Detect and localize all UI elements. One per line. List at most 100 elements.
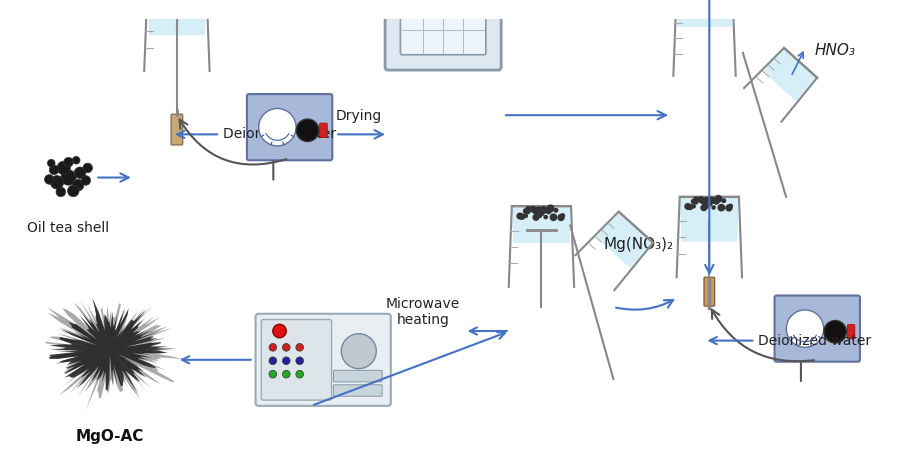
Circle shape: [708, 197, 715, 204]
Circle shape: [179, 0, 183, 3]
Circle shape: [704, 6, 706, 9]
Circle shape: [155, 0, 160, 3]
Circle shape: [558, 215, 564, 220]
Circle shape: [283, 370, 290, 378]
Circle shape: [701, 205, 706, 210]
Circle shape: [193, 0, 199, 5]
Circle shape: [269, 370, 276, 378]
Circle shape: [718, 204, 725, 211]
Polygon shape: [596, 211, 653, 268]
Circle shape: [688, 8, 691, 11]
Circle shape: [710, 0, 716, 6]
Circle shape: [690, 0, 694, 4]
Circle shape: [296, 357, 304, 365]
Circle shape: [824, 321, 846, 343]
FancyBboxPatch shape: [847, 324, 855, 339]
Circle shape: [708, 203, 712, 206]
Circle shape: [155, 0, 158, 3]
Circle shape: [524, 214, 527, 218]
Circle shape: [186, 0, 192, 5]
Circle shape: [694, 197, 698, 201]
Circle shape: [681, 7, 687, 13]
FancyBboxPatch shape: [775, 296, 860, 362]
Circle shape: [197, 0, 200, 1]
Circle shape: [525, 209, 530, 214]
Circle shape: [701, 199, 705, 204]
Circle shape: [541, 212, 544, 215]
Circle shape: [74, 167, 86, 178]
Circle shape: [703, 0, 710, 7]
Circle shape: [713, 8, 719, 14]
Circle shape: [696, 2, 701, 7]
Circle shape: [544, 216, 547, 219]
Circle shape: [728, 204, 732, 208]
Text: MgO-AC: MgO-AC: [76, 429, 144, 444]
FancyBboxPatch shape: [333, 385, 382, 396]
FancyBboxPatch shape: [333, 370, 382, 382]
Circle shape: [723, 8, 727, 11]
Polygon shape: [48, 298, 177, 395]
Circle shape: [546, 209, 551, 214]
FancyBboxPatch shape: [171, 114, 183, 145]
Circle shape: [707, 9, 710, 12]
Circle shape: [720, 8, 727, 14]
Circle shape: [517, 213, 522, 219]
Circle shape: [269, 343, 276, 351]
Circle shape: [689, 2, 694, 8]
Circle shape: [536, 209, 541, 214]
Circle shape: [716, 195, 722, 202]
Polygon shape: [763, 48, 817, 101]
Circle shape: [554, 209, 558, 212]
Circle shape: [692, 199, 695, 203]
Circle shape: [716, 2, 720, 6]
Polygon shape: [511, 206, 571, 243]
Circle shape: [544, 208, 548, 211]
Circle shape: [701, 8, 705, 11]
Circle shape: [45, 175, 54, 184]
Text: Mg(NO₃)₂: Mg(NO₃)₂: [604, 237, 674, 252]
Circle shape: [707, 2, 711, 5]
Polygon shape: [676, 0, 733, 27]
Circle shape: [159, 0, 163, 2]
Circle shape: [700, 1, 705, 6]
Polygon shape: [46, 300, 184, 411]
Text: Deionized water: Deionized water: [759, 333, 871, 348]
Circle shape: [722, 199, 726, 202]
Text: Drying: Drying: [336, 109, 382, 123]
Circle shape: [544, 208, 547, 211]
Text: Deionized water: Deionized water: [223, 127, 336, 141]
Circle shape: [714, 199, 719, 204]
Circle shape: [520, 214, 524, 219]
Circle shape: [519, 215, 523, 219]
Circle shape: [81, 175, 91, 185]
Circle shape: [687, 204, 693, 210]
Circle shape: [697, 1, 703, 8]
Circle shape: [273, 324, 286, 338]
Circle shape: [259, 108, 296, 146]
Circle shape: [712, 206, 716, 209]
Circle shape: [68, 185, 79, 197]
Circle shape: [56, 187, 66, 197]
Circle shape: [698, 197, 704, 202]
Circle shape: [269, 357, 276, 365]
Circle shape: [684, 8, 689, 13]
Circle shape: [283, 343, 290, 351]
FancyBboxPatch shape: [319, 123, 328, 138]
Circle shape: [685, 204, 691, 209]
Circle shape: [530, 206, 535, 212]
Circle shape: [687, 3, 692, 7]
Circle shape: [550, 214, 556, 220]
Circle shape: [533, 208, 540, 214]
Circle shape: [713, 199, 716, 202]
Circle shape: [83, 163, 92, 173]
Circle shape: [694, 0, 699, 6]
FancyBboxPatch shape: [401, 0, 486, 55]
Circle shape: [704, 199, 709, 204]
Circle shape: [168, 0, 174, 4]
Circle shape: [72, 157, 80, 164]
Circle shape: [684, 9, 687, 13]
Circle shape: [693, 199, 698, 204]
Circle shape: [533, 215, 539, 220]
Circle shape: [538, 214, 542, 218]
Circle shape: [296, 119, 318, 141]
